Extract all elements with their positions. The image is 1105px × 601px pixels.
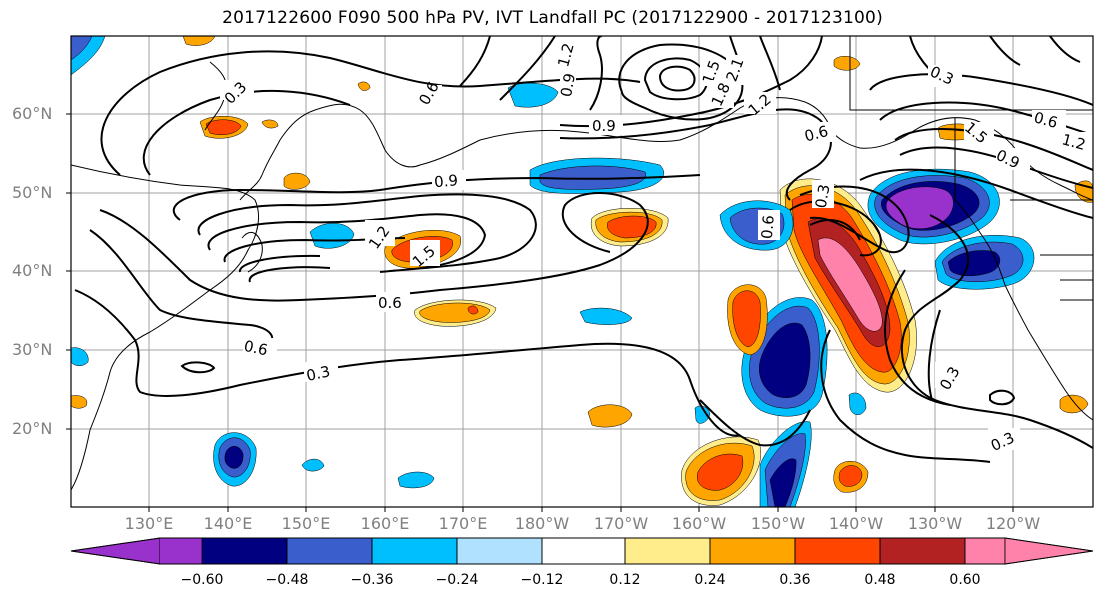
- lon-label-180w: 180°W: [514, 514, 570, 533]
- lon-label-140e: 140°E: [203, 514, 253, 533]
- contour-label: 0.3: [812, 183, 834, 210]
- colorbar-tick: −0.24: [435, 572, 479, 588]
- colorbar-segment-3: [286, 537, 373, 565]
- colorbar-segment-7: [624, 537, 711, 565]
- colorbar-tick: 0.24: [694, 572, 726, 588]
- contours: [74, 36, 1093, 463]
- contour-label: 1.2: [1060, 130, 1088, 154]
- colorbar-tick: 0.60: [949, 572, 981, 588]
- colorbar-tick: −0.48: [265, 572, 309, 588]
- colorbar: [70, 537, 1094, 565]
- colorbar-segment-5: [456, 537, 543, 565]
- lon-label-160e: 160°E: [360, 514, 410, 533]
- colorbar-segment-2: [201, 537, 288, 565]
- lat-label-20n: 20°N: [12, 419, 53, 438]
- contour-label: 0.9: [557, 72, 579, 99]
- contour-label: 0.6: [378, 294, 402, 312]
- contour-label: 0.9: [592, 117, 616, 135]
- lon-label-160w: 160°W: [671, 514, 727, 533]
- lon-label-140w: 140°W: [828, 514, 884, 533]
- colorbar-segment-4: [371, 537, 458, 565]
- contour-label: 0.9: [433, 171, 458, 191]
- colorbar-segment-0: [70, 537, 161, 565]
- contour-label: 0.6: [802, 122, 830, 146]
- lat-label-40n: 40°N: [12, 261, 53, 280]
- colorbar-segment-8: [709, 537, 796, 565]
- contour-label: 0.3: [305, 362, 332, 385]
- colorbar-tick: −0.36: [350, 572, 394, 588]
- colorbar-segment-6: [541, 537, 626, 565]
- contour-label: 0.6: [758, 214, 778, 239]
- colorbar-segment-12: [1004, 537, 1094, 565]
- colorbar-segment-9: [794, 537, 881, 565]
- contour-label: 0.6: [1032, 108, 1060, 132]
- lon-label-150w: 150°W: [750, 514, 806, 533]
- figure-title: 2017122600 F090 500 hPa PV, IVT Landfall…: [222, 8, 883, 28]
- lat-label-50n: 50°N: [12, 183, 53, 202]
- lon-label-170w: 170°W: [593, 514, 649, 533]
- lon-label-170e: 170°E: [438, 514, 488, 533]
- lat-label-60n: 60°N: [12, 104, 53, 123]
- colorbar-tick: −0.60: [180, 572, 224, 588]
- axis-ticks: [66, 113, 1014, 512]
- lon-label-120w: 120°W: [985, 514, 1041, 533]
- map-plot-area: 0.3 0.6 0.9 1.2 1.5 1.8 2.1 0.9 0.6 0.3 …: [71, 36, 1093, 507]
- lon-label-130w: 130°W: [907, 514, 963, 533]
- filled-anomalies: [71, 36, 1093, 507]
- lon-label-130e: 130°E: [124, 514, 174, 533]
- colorbar-tick: −0.12: [520, 572, 564, 588]
- contour-label: 1.2: [554, 41, 578, 69]
- colorbar-segment-11: [964, 537, 1006, 565]
- colorbar-tick: 0.36: [779, 572, 811, 588]
- colorbar-tick: 0.48: [864, 572, 896, 588]
- colorbar-tick: 0.12: [609, 572, 641, 588]
- lon-label-150e: 150°E: [281, 514, 331, 533]
- colorbar-segment-10: [879, 537, 966, 565]
- lat-label-30n: 30°N: [12, 340, 53, 359]
- contour-label: 0.6: [242, 337, 269, 360]
